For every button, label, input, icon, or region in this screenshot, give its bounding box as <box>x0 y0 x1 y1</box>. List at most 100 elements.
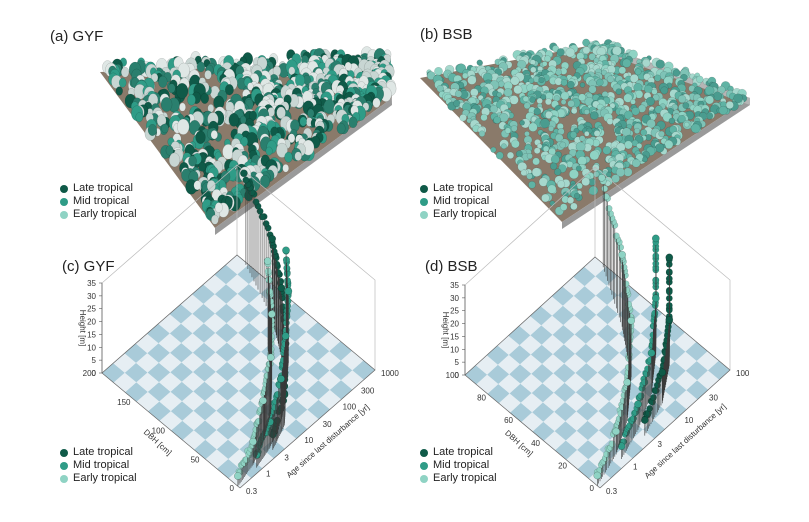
tree-crown <box>602 145 612 155</box>
data-point <box>277 375 285 383</box>
tree-crown <box>511 139 520 149</box>
data-point <box>266 353 275 362</box>
z-axis-label: Height [m] <box>441 312 450 348</box>
age-tick-label: 1 <box>633 463 638 472</box>
tree-crown <box>634 68 642 76</box>
data-point <box>623 286 630 294</box>
tree-crown <box>556 48 565 57</box>
z-axis-label: Height [m] <box>78 310 87 346</box>
z-tick-label: 35 <box>450 281 459 290</box>
tree-crown <box>668 117 676 125</box>
data-point <box>665 253 674 262</box>
tree-crown <box>165 145 174 156</box>
tree-crown <box>577 156 587 166</box>
tree-crown <box>211 214 219 225</box>
tree-crown <box>596 78 604 87</box>
data-point <box>234 472 242 480</box>
tree-crown <box>677 114 686 123</box>
z-tick-label: 35 <box>87 279 96 288</box>
tree-crown <box>526 172 533 180</box>
tree-crown <box>200 93 210 104</box>
tree-crown <box>526 153 533 160</box>
tree-crown <box>206 179 216 192</box>
tree-crown <box>224 84 234 96</box>
tree-crown <box>582 38 590 47</box>
tree-crown <box>645 96 655 106</box>
tree-crown <box>240 136 249 147</box>
tree-crown <box>631 158 641 168</box>
age-tick-label: 10 <box>304 436 313 445</box>
tree-crown <box>523 102 531 110</box>
legend-late-label: Late tropical <box>73 446 133 458</box>
data-point <box>618 250 626 259</box>
tree-crown <box>642 58 651 68</box>
tree-crown <box>307 108 315 118</box>
tree-crown <box>504 127 512 134</box>
z-tick-label: 20 <box>87 318 96 327</box>
tree-crown <box>176 118 190 135</box>
ground-edge <box>215 98 392 235</box>
dbh-tick-label: 60 <box>504 416 513 425</box>
age-tick-label: 0.3 <box>246 487 258 496</box>
tree-crown <box>542 61 548 67</box>
z-tick-label: 25 <box>450 307 459 316</box>
tree-crown <box>590 111 599 120</box>
tree-crown <box>540 118 550 129</box>
tree-crown <box>459 113 467 122</box>
tree-crown <box>582 46 591 55</box>
z-tick-label: 25 <box>87 305 96 314</box>
tree-crown <box>652 93 660 101</box>
tree-crown <box>193 180 202 191</box>
legend-dot-late <box>60 184 68 193</box>
tree-crown <box>725 100 734 109</box>
legend-dot-mid <box>420 197 428 206</box>
tree-crown <box>705 95 714 105</box>
tree-crown <box>622 58 632 68</box>
tree-crown <box>733 93 744 104</box>
data-point <box>665 316 674 324</box>
legend-dot-late <box>60 448 68 457</box>
tree-crown <box>545 98 552 106</box>
data-point <box>277 284 286 292</box>
legend-late-label: Late tropical <box>433 182 493 194</box>
tree-crown <box>588 53 597 61</box>
tree-crown <box>196 61 206 73</box>
data-point <box>266 287 274 295</box>
tree-crown <box>628 49 638 59</box>
tree-crown <box>118 77 127 88</box>
tree-crown <box>545 111 553 119</box>
tree-crown <box>265 146 273 156</box>
tree-crown <box>295 74 306 87</box>
data-point <box>608 440 616 448</box>
tree-crown <box>287 133 296 143</box>
tree-crown <box>548 125 554 132</box>
legend-early-label: Early tropical <box>73 208 137 220</box>
dbh-tick-label: 200 <box>83 369 97 378</box>
tree-crown <box>615 88 622 95</box>
legend-early-label: Early tropical <box>433 208 497 220</box>
legend-dot-mid <box>60 197 68 206</box>
age-tick-label: 3 <box>658 440 663 449</box>
tree-crown <box>158 75 168 88</box>
tree-crown <box>655 59 665 69</box>
legend-early-label: Early tropical <box>433 472 497 484</box>
age-tick-label: 100 <box>343 402 357 411</box>
tree-crown <box>522 95 529 103</box>
tree-crown <box>634 127 641 134</box>
tree-crown <box>493 116 502 124</box>
tree-crown <box>195 130 206 144</box>
tree-crown <box>503 87 513 97</box>
dbh-axis-label: DBH [cm] <box>503 428 534 458</box>
legend-dot-late <box>420 448 428 457</box>
data-point <box>601 185 609 193</box>
tree-crown <box>453 99 461 108</box>
tree-crown <box>147 124 158 136</box>
tree-crown <box>682 102 690 109</box>
dbh-tick-label: 20 <box>558 461 567 470</box>
tree-crown <box>569 169 579 180</box>
tree-crown <box>434 67 443 76</box>
tree-crown <box>204 70 212 80</box>
panel-c-title: (c) GYF <box>62 258 115 275</box>
age-tick-label: 30 <box>709 393 718 402</box>
tree-crown <box>467 75 477 85</box>
